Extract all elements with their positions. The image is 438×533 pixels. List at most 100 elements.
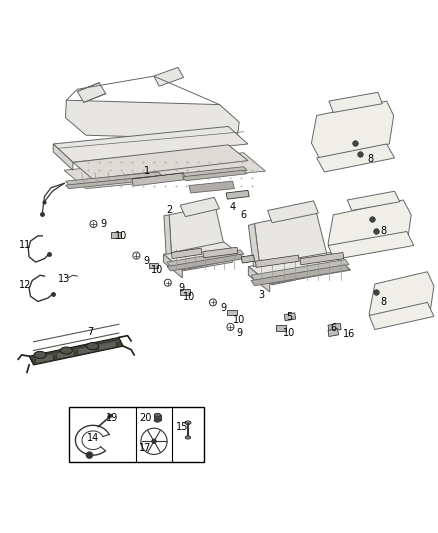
Text: 5: 5 (286, 312, 292, 322)
Polygon shape (64, 153, 265, 189)
Polygon shape (251, 265, 348, 286)
Polygon shape (227, 310, 237, 316)
Text: 7: 7 (87, 327, 93, 337)
Polygon shape (180, 197, 219, 216)
Polygon shape (166, 250, 244, 266)
Text: 9: 9 (100, 220, 106, 230)
Ellipse shape (184, 421, 191, 424)
Polygon shape (327, 324, 340, 332)
Text: 4: 4 (229, 203, 235, 213)
Polygon shape (248, 266, 269, 292)
Polygon shape (180, 289, 189, 295)
Text: 10: 10 (115, 231, 127, 241)
Polygon shape (254, 211, 332, 285)
Polygon shape (77, 83, 106, 102)
Polygon shape (99, 341, 116, 351)
Text: 10: 10 (283, 328, 295, 338)
FancyBboxPatch shape (154, 415, 160, 421)
Polygon shape (57, 349, 74, 359)
Polygon shape (111, 232, 120, 238)
Ellipse shape (154, 413, 160, 417)
Text: 20: 20 (138, 414, 151, 423)
Text: 2: 2 (166, 205, 172, 215)
Circle shape (141, 428, 167, 455)
Polygon shape (163, 242, 243, 270)
Polygon shape (169, 205, 232, 271)
Polygon shape (53, 144, 73, 170)
Polygon shape (299, 253, 343, 265)
Polygon shape (182, 170, 247, 181)
Polygon shape (328, 92, 381, 112)
Polygon shape (248, 224, 259, 266)
Text: 10: 10 (151, 265, 163, 275)
Text: 13: 13 (58, 274, 70, 284)
Ellipse shape (108, 415, 112, 418)
Polygon shape (226, 190, 249, 199)
Text: 9: 9 (236, 328, 242, 338)
Polygon shape (188, 181, 234, 193)
Polygon shape (267, 201, 318, 223)
Text: 9: 9 (143, 256, 149, 266)
Polygon shape (68, 407, 204, 462)
Polygon shape (327, 200, 410, 259)
Polygon shape (148, 263, 158, 269)
Polygon shape (171, 248, 201, 259)
Text: 9: 9 (220, 303, 226, 313)
Polygon shape (316, 144, 394, 172)
Text: 8: 8 (380, 227, 386, 237)
Polygon shape (251, 260, 348, 280)
Polygon shape (276, 325, 286, 330)
Circle shape (226, 324, 233, 330)
Polygon shape (132, 173, 183, 186)
Polygon shape (73, 145, 247, 179)
Polygon shape (327, 329, 338, 336)
Text: 14: 14 (86, 433, 99, 443)
Polygon shape (202, 247, 237, 258)
Polygon shape (65, 176, 161, 189)
Ellipse shape (34, 351, 46, 358)
Polygon shape (163, 215, 171, 254)
Ellipse shape (60, 347, 72, 354)
Polygon shape (346, 191, 399, 211)
Text: 8: 8 (380, 296, 386, 306)
Circle shape (164, 279, 171, 286)
Text: 19: 19 (106, 414, 118, 423)
Polygon shape (327, 231, 413, 260)
Polygon shape (255, 255, 298, 268)
Text: 10: 10 (182, 292, 194, 302)
Text: 11: 11 (18, 240, 31, 251)
Text: 9: 9 (177, 282, 184, 293)
Circle shape (209, 299, 216, 306)
Polygon shape (163, 254, 182, 278)
Text: 10: 10 (233, 315, 245, 325)
Text: 15: 15 (176, 422, 188, 432)
Polygon shape (284, 313, 295, 321)
Polygon shape (311, 101, 393, 158)
Polygon shape (65, 100, 239, 140)
Circle shape (86, 452, 92, 458)
Polygon shape (248, 253, 350, 284)
Ellipse shape (86, 343, 99, 350)
Polygon shape (166, 254, 244, 271)
Circle shape (152, 439, 155, 443)
Polygon shape (29, 337, 123, 365)
Polygon shape (35, 353, 53, 364)
Text: 1: 1 (144, 166, 150, 176)
Text: 17: 17 (138, 443, 151, 453)
Polygon shape (182, 167, 247, 177)
Circle shape (90, 221, 97, 228)
Polygon shape (53, 126, 247, 163)
Polygon shape (368, 272, 433, 328)
Text: 3: 3 (258, 290, 264, 300)
Text: 8: 8 (367, 154, 373, 164)
Polygon shape (65, 172, 161, 185)
Polygon shape (78, 345, 95, 355)
Ellipse shape (185, 436, 190, 439)
Circle shape (133, 252, 140, 259)
Text: 6: 6 (240, 210, 246, 220)
Ellipse shape (154, 418, 160, 422)
Text: 16: 16 (342, 329, 354, 340)
Text: 6: 6 (329, 323, 336, 333)
Polygon shape (153, 67, 183, 86)
Polygon shape (368, 302, 433, 329)
